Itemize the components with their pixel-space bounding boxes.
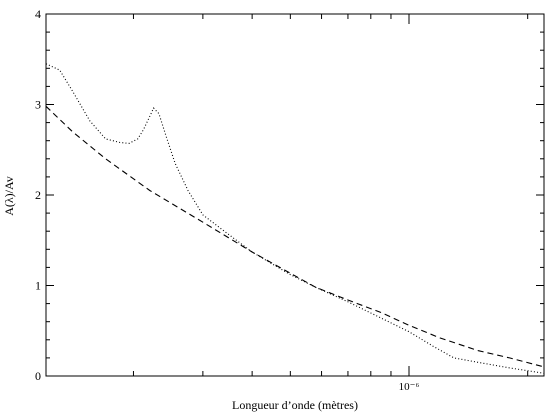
- y-tick-label: 0: [35, 369, 41, 383]
- x-axis-label: Longueur d’onde (mètres): [232, 398, 358, 412]
- y-tick-label: 2: [35, 188, 41, 202]
- plot-frame: [45, 13, 545, 377]
- y-axis-label: A(λ)/Av: [2, 176, 16, 216]
- y-tick-label: 3: [35, 98, 41, 112]
- x-tick-label: 10⁻⁶: [399, 381, 420, 393]
- tick-layer: 0 1 2 3 4 10⁻⁶: [35, 7, 544, 393]
- y-tick-label: 1: [35, 279, 41, 293]
- y-tick-label: 4: [35, 7, 41, 21]
- series-line-dotted: [45, 63, 545, 374]
- series-line-dashed: [45, 105, 545, 368]
- series-layer: [45, 63, 545, 374]
